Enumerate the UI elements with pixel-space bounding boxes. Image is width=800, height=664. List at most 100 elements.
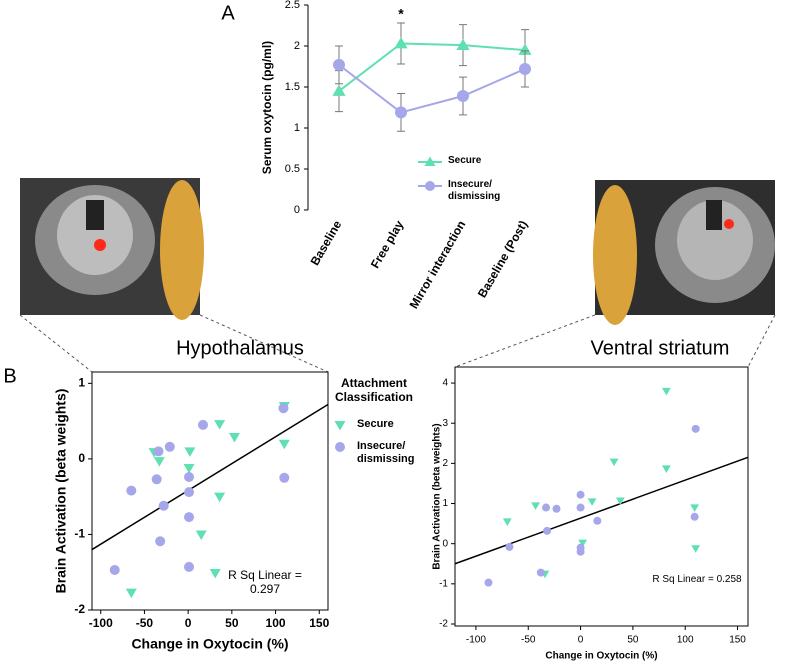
x-tick-label: -50 [136, 616, 154, 630]
y-axis-label: Brain Activation (beta weights) [53, 389, 69, 594]
legend-marker [425, 181, 435, 191]
fit-line [454, 456, 749, 565]
x-axis-label: Change in Oxytocin (%) [131, 636, 288, 652]
brain-image-left [20, 178, 204, 320]
x-tick-label: 150 [729, 635, 746, 646]
point [552, 504, 561, 513]
point [395, 106, 407, 119]
point [209, 568, 221, 579]
x-tick-label: Free play [368, 218, 407, 271]
x-tick-label: -50 [521, 635, 536, 646]
point [576, 490, 585, 499]
legend-label: Secure [357, 418, 394, 430]
point [228, 432, 240, 443]
point [184, 512, 195, 523]
x-tick-label: 100 [266, 616, 286, 630]
x-tick-label: 0 [578, 635, 584, 646]
y-tick-label: 3 [442, 418, 448, 429]
point [519, 62, 531, 75]
legend-marker [335, 442, 345, 452]
region-label: Ventral striatum [591, 337, 730, 359]
point [690, 504, 700, 512]
point [333, 58, 345, 71]
y-tick-label: 2.5 [285, 0, 300, 11]
region-label: Hypothalamus [176, 337, 304, 359]
point [195, 530, 207, 540]
y-axis-label: Serum oxytocin (pg/ml) [260, 41, 274, 174]
point [457, 90, 469, 103]
legend-label: Insecure/ dismissing [357, 440, 415, 465]
point [278, 439, 290, 450]
point [505, 542, 514, 551]
brain-image-right [593, 180, 775, 325]
x-tick-label: 50 [627, 635, 639, 646]
point [164, 441, 175, 452]
point [518, 43, 532, 55]
point [691, 424, 700, 433]
point [615, 497, 625, 506]
plot-frame [454, 366, 749, 627]
panel-label: B [3, 365, 16, 387]
y-tick-label: 2 [294, 40, 300, 52]
point [198, 419, 209, 430]
point [279, 472, 290, 483]
y-tick-label: 1 [78, 376, 85, 390]
legend-marker [334, 421, 346, 431]
x-tick-label: 0 [185, 616, 192, 630]
point [578, 539, 588, 548]
point [214, 492, 226, 503]
x-tick-label: -100 [89, 616, 113, 630]
point [155, 536, 166, 547]
point [587, 498, 597, 506]
point [184, 487, 195, 498]
y-tick-label: 0 [294, 204, 300, 216]
y-tick-label: -2 [439, 619, 448, 630]
annotation: R Sq Linear = 0.258 [652, 574, 742, 585]
point [153, 457, 165, 467]
x-tick-label: 50 [225, 616, 239, 630]
point [184, 472, 195, 483]
series-line [338, 64, 526, 114]
point [184, 561, 195, 572]
point [690, 512, 699, 521]
point [661, 387, 671, 396]
point [184, 447, 196, 457]
point [531, 502, 540, 510]
point [691, 545, 701, 553]
point [543, 526, 552, 535]
point [542, 503, 551, 512]
y-axis-label: Brain Activation (beta weights) [432, 423, 443, 569]
y-tick-label: 1.5 [285, 81, 300, 93]
point [183, 463, 195, 474]
x-tick-label: Baseline (Post) [475, 218, 530, 300]
point [153, 446, 164, 457]
point [576, 547, 585, 556]
series-line [338, 42, 526, 92]
point [278, 403, 289, 414]
point [158, 500, 169, 511]
connector-lines [19, 314, 776, 373]
point [109, 564, 120, 575]
x-tick-label: 150 [309, 616, 329, 630]
annotation: R Sq Linear = 0.297 [228, 568, 302, 596]
y-tick-label: 0 [442, 538, 448, 549]
point [484, 578, 493, 587]
y-tick-label: -1 [74, 527, 85, 541]
legend-marker [424, 156, 436, 166]
y-tick-label: 1 [294, 122, 300, 134]
panel-label: A [221, 2, 235, 24]
y-tick-label: -2 [74, 602, 85, 616]
point [593, 516, 602, 525]
legend-label: Secure [448, 155, 482, 166]
annotation: * [398, 6, 404, 22]
x-tick-label: 100 [677, 635, 694, 646]
plot-frame [91, 371, 329, 611]
point [456, 38, 470, 50]
point [661, 465, 671, 473]
point [502, 518, 512, 526]
point [126, 485, 137, 496]
legend-title: Attachment Classification [334, 376, 414, 404]
point [536, 568, 545, 577]
